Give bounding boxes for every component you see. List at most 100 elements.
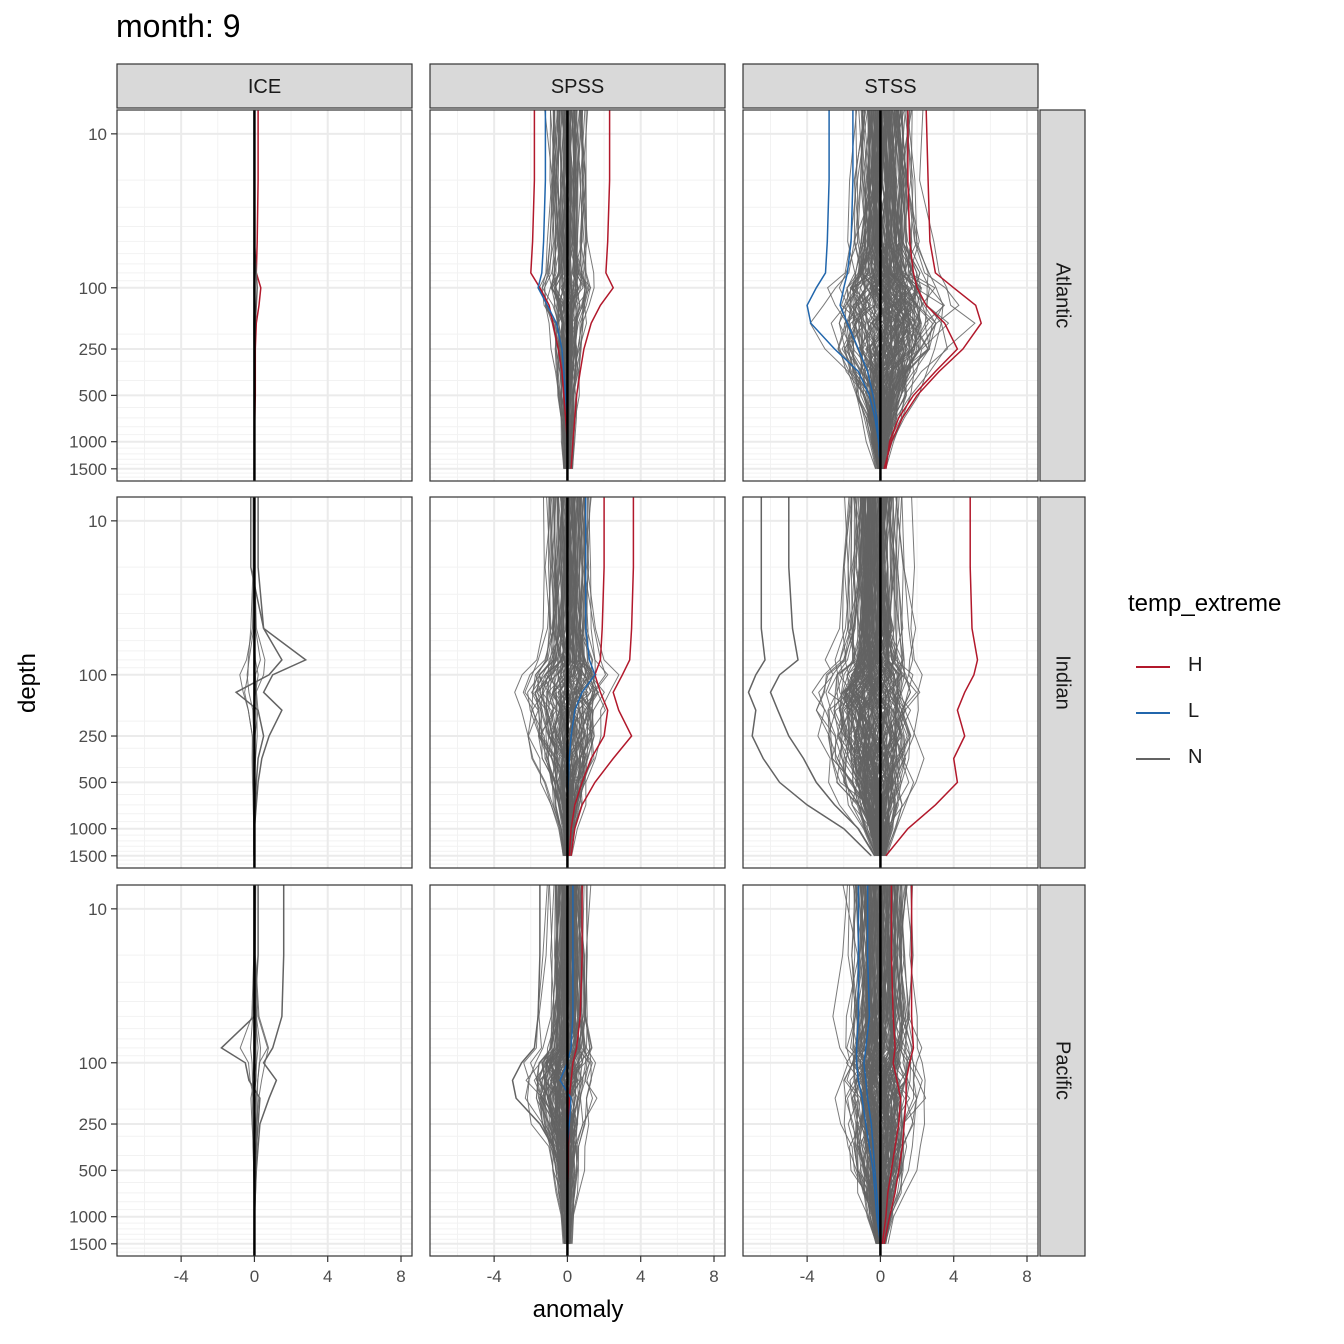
panel-indian-spss xyxy=(429,496,726,869)
profile-line-h xyxy=(568,497,609,856)
panel-border xyxy=(429,884,726,1257)
panel-border xyxy=(429,496,726,869)
y-tick-label: 250 xyxy=(79,340,107,359)
x-tick-label: 4 xyxy=(636,1267,645,1286)
profile-line-n xyxy=(884,885,927,1244)
profile-line-n xyxy=(862,110,887,469)
x-tick-label: -4 xyxy=(800,1267,815,1286)
y-tick-label: 10 xyxy=(88,900,107,919)
legend-item-n: N xyxy=(1128,734,1281,780)
y-tick-label: 1500 xyxy=(69,847,107,866)
y-tick-label: 250 xyxy=(79,1115,107,1134)
y-tick-label: 10 xyxy=(88,125,107,144)
profile-line-n xyxy=(539,497,567,856)
profile-line-h xyxy=(530,110,569,469)
profile-line-n xyxy=(849,885,878,1244)
panel-lines xyxy=(747,497,979,857)
panel-lines xyxy=(832,885,927,1244)
legend-title: temp_extreme xyxy=(1128,590,1282,617)
profile-line-n xyxy=(882,110,923,469)
legend-label-h: H xyxy=(1188,654,1203,676)
profile-line-n xyxy=(882,885,899,1244)
profile-line-l xyxy=(863,885,882,1244)
profile-line-n xyxy=(569,497,595,856)
legend-item-h: H xyxy=(1128,642,1281,688)
profile-line-n xyxy=(849,110,879,469)
panel-border xyxy=(742,884,1039,1257)
profile-line-n xyxy=(883,110,915,469)
profile-line-n xyxy=(544,110,565,469)
row-strip-pacific xyxy=(1039,884,1086,1257)
profile-line-n xyxy=(855,497,882,856)
y-tick-label: 100 xyxy=(79,666,107,685)
column-strip-stss xyxy=(742,63,1039,109)
profile-line-n xyxy=(887,885,926,1244)
legend-key-l xyxy=(1136,712,1170,714)
panel-pacific-spss: -4 0 4 8 xyxy=(429,884,726,1286)
legend-label-n: N xyxy=(1188,746,1203,768)
y-tick-label: 1000 xyxy=(69,1208,107,1227)
y-tick-label: 1500 xyxy=(69,460,107,479)
profile-line-n xyxy=(874,497,892,856)
legend-key-h xyxy=(1136,666,1170,668)
profile-line-h xyxy=(883,885,915,1244)
row-strip-label-indian: Indian xyxy=(1052,655,1074,710)
y-tick-label: 100 xyxy=(79,279,107,298)
profile-line-n xyxy=(553,110,566,469)
column-strip-ice xyxy=(116,63,413,109)
y-tick-label: 10 xyxy=(88,512,107,531)
y-tick-label: 1000 xyxy=(69,820,107,839)
profile-line-n xyxy=(511,885,569,1244)
profile-line-n xyxy=(852,885,882,1244)
row-strip-atlantic xyxy=(1039,109,1086,482)
panel-background xyxy=(117,885,412,1256)
profile-line-n xyxy=(570,110,587,469)
y-tick-label: 100 xyxy=(79,1054,107,1073)
profile-line-n xyxy=(538,497,566,856)
profile-line-n xyxy=(879,110,904,469)
profile-line-n xyxy=(879,110,910,469)
x-tick-label: -4 xyxy=(174,1267,189,1286)
panel-border xyxy=(116,884,413,1257)
profile-line-n xyxy=(860,497,882,856)
x-axis-title: anomaly xyxy=(532,1296,624,1323)
profile-line-n xyxy=(832,885,878,1244)
y-tick-label: 500 xyxy=(79,386,107,405)
row-strip-label-pacific: Pacific xyxy=(1052,1041,1074,1100)
panel-border xyxy=(429,109,726,482)
profile-line-n xyxy=(870,497,907,856)
row-strip-indian xyxy=(1039,496,1086,869)
x-tick-label: 0 xyxy=(876,1267,885,1286)
profile-line-n xyxy=(851,497,877,856)
profile-line-n xyxy=(862,497,881,856)
column-strip-spss xyxy=(429,63,726,109)
profile-line-n xyxy=(844,497,878,856)
profile-line-n xyxy=(769,497,876,857)
profile-line-n xyxy=(253,497,308,856)
profile-line-n xyxy=(880,885,895,1244)
x-tick-label: 0 xyxy=(250,1267,259,1286)
column-strip-label-ice: ICE xyxy=(248,76,281,98)
profile-line-n xyxy=(843,497,882,856)
profile-line-n xyxy=(569,110,586,469)
profile-line-n xyxy=(562,497,586,856)
panel-border xyxy=(116,109,413,482)
profile-line-n xyxy=(544,885,566,1244)
x-tick-label: 4 xyxy=(323,1267,332,1286)
y-tick-label: 250 xyxy=(79,727,107,746)
profile-line-n xyxy=(524,497,564,856)
panel-pacific-stss: -4 0 4 8 xyxy=(742,884,1039,1286)
y-tick-label: 1000 xyxy=(69,433,107,452)
legend-key-n xyxy=(1136,758,1170,760)
profile-line-n xyxy=(571,497,620,856)
profile-line-n xyxy=(883,110,937,469)
profile-line-n xyxy=(840,110,878,469)
x-tick-label: 8 xyxy=(1022,1267,1031,1286)
profile-line-l xyxy=(806,110,882,469)
profile-line-n xyxy=(538,497,566,856)
panel-background xyxy=(117,497,412,868)
profile-line-h xyxy=(883,110,983,469)
profile-line-n xyxy=(870,110,897,469)
profile-line-n xyxy=(883,497,925,856)
